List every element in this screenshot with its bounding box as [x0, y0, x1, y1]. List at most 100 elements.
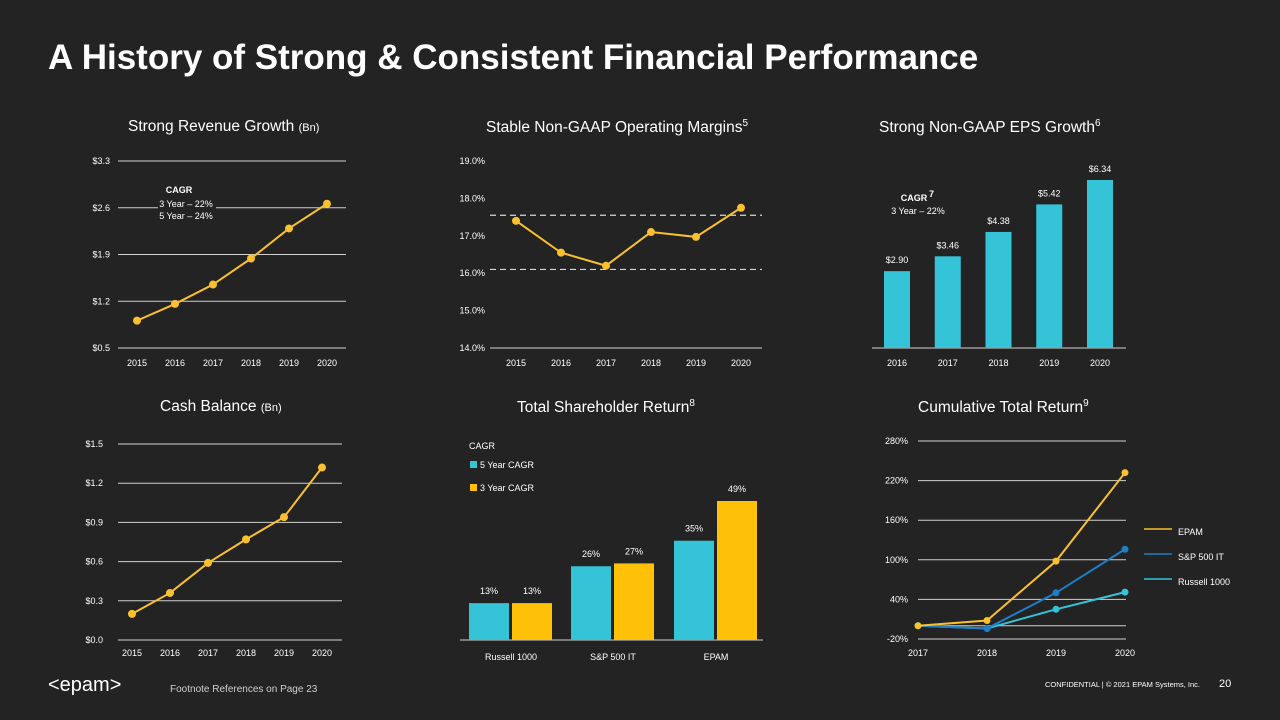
- eps-xtick-label: 2020: [1090, 358, 1110, 368]
- cash-data-point: [128, 609, 136, 618]
- margins-data-point: [647, 228, 655, 237]
- margins-ytick-label: 19.0%: [459, 156, 485, 166]
- cash-ytick-label: $0.0: [85, 635, 103, 645]
- tsr-bar-label: 26%: [582, 549, 600, 559]
- tsr-xtick-label: S&P 500 IT: [590, 652, 636, 662]
- margins-data-point: [737, 203, 745, 212]
- cash-series-line: [131, 466, 323, 615]
- revenue-title-suffix: (Bn): [298, 122, 320, 134]
- eps-bar: [884, 271, 910, 348]
- ctr-legend-label: S&P 500 IT: [1178, 552, 1224, 562]
- tsr-title: Total Shareholder Return8: [517, 398, 695, 417]
- ctr-data-point: [1121, 588, 1129, 596]
- ctr-legend-label: EPAM: [1178, 527, 1203, 537]
- eps-bar: [1036, 204, 1063, 348]
- revenue-data-point: [209, 280, 217, 289]
- page-number: 20: [1219, 678, 1232, 690]
- ctr-xtick-label: 2017: [908, 648, 928, 658]
- revenue-cagr-bg: [158, 184, 216, 226]
- cash-ytick-label: $0.6: [85, 557, 103, 567]
- tsr-bar: [717, 501, 757, 640]
- cash-xtick-label: 2020: [312, 648, 332, 658]
- tsr-bar-label: 49%: [728, 484, 746, 494]
- revenue-ytick-label: $1.2: [92, 296, 110, 306]
- cash-ytick-label: $1.5: [85, 439, 103, 449]
- cash-data-point: [280, 513, 288, 522]
- ctr-xtick-label: 2019: [1046, 648, 1066, 658]
- ctr-ytick-label: -20%: [887, 634, 908, 644]
- revenue-ytick-label: $3.3: [92, 156, 110, 166]
- tsr-bar-label: 13%: [523, 586, 541, 596]
- margins-xtick-label: 2019: [686, 358, 706, 368]
- ctr-ytick-label: 100%: [885, 555, 908, 565]
- cash-xtick-label: 2018: [236, 648, 256, 658]
- ctr-ytick-label: 280%: [885, 436, 908, 446]
- margins-xtick-label: 2016: [551, 358, 571, 368]
- revenue-cagr-line: 5 Year – 24%: [159, 211, 213, 221]
- revenue-data-point: [285, 224, 293, 233]
- margins-ytick-label: 14.0%: [459, 343, 485, 353]
- tsr-legend-label: 3 Year CAGR: [480, 483, 535, 493]
- revenue-cagr-line: 3 Year – 22%: [159, 199, 213, 209]
- ctr-title-sup: 9: [1083, 398, 1089, 409]
- margins-xtick-label: 2015: [506, 358, 526, 368]
- revenue-ytick-label: $1.9: [92, 250, 110, 260]
- tsr-bar-label: 35%: [685, 524, 703, 534]
- cash-xtick-label: 2015: [122, 648, 142, 658]
- tsr-bar-label: 13%: [480, 586, 498, 596]
- ctr-title: Cumulative Total Return9: [918, 398, 1089, 417]
- ctr-data-point: [1052, 589, 1060, 597]
- ctr-data-point: [914, 622, 922, 630]
- tsr-bar: [614, 563, 654, 640]
- revenue-data-point: [133, 316, 141, 325]
- tsr-title-text: Total Shareholder Return: [517, 399, 690, 417]
- margins-ytick-label: 15.0%: [459, 306, 485, 316]
- cash-data-point: [318, 463, 326, 472]
- ctr-data-point: [983, 624, 991, 632]
- eps-cagr-heading: CAGR: [901, 193, 928, 203]
- cash-data-point: [242, 535, 250, 544]
- eps-xtick-label: 2017: [938, 358, 958, 368]
- cash-ytick-label: $1.2: [85, 478, 103, 488]
- margins-data-point: [557, 248, 565, 257]
- tsr-legend-title: CAGR: [469, 441, 496, 451]
- cash-xtick-label: 2019: [274, 648, 294, 658]
- tsr-bar: [571, 566, 611, 640]
- margins-title-text: Stable Non-GAAP Operating Margins: [486, 119, 743, 137]
- tsr-bar-label: 27%: [625, 546, 643, 556]
- revenue-data-point: [171, 299, 179, 308]
- eps-bar: [934, 256, 961, 348]
- epam-logo: <epam>: [48, 674, 122, 696]
- revenue-data-point: [247, 254, 255, 263]
- tsr-xtick-label: Russell 1000: [485, 652, 537, 662]
- margins-data-point: [512, 216, 520, 225]
- ctr-title-text: Cumulative Total Return: [918, 399, 1084, 417]
- revenue-xtick-label: 2020: [317, 358, 337, 368]
- margins-series-line: [515, 206, 742, 267]
- footnote-reference: Footnote References on Page 23: [170, 684, 318, 695]
- margins-title-sup: 5: [742, 118, 749, 129]
- margins-ytick-label: 17.0%: [459, 231, 485, 241]
- confidential-notice: CONFIDENTIAL | © 2021 EPAM Systems, Inc.: [1044, 680, 1200, 689]
- eps-bar: [1087, 180, 1113, 348]
- tsr-xtick-label: EPAM: [704, 652, 729, 662]
- eps-xtick-label: 2019: [1039, 358, 1059, 368]
- eps-bar: [985, 231, 1012, 348]
- revenue-xtick-label: 2016: [165, 358, 185, 368]
- cash-title-suffix: (Bn): [260, 402, 282, 414]
- margins-xtick-label: 2017: [596, 358, 616, 368]
- eps-bar-label: $3.46: [936, 240, 959, 250]
- ctr-ytick-label: 220%: [885, 476, 908, 486]
- revenue-xtick-label: 2017: [203, 358, 223, 368]
- revenue-cagr-heading: CAGR: [166, 185, 193, 195]
- cash-ytick-label: $0.9: [85, 517, 103, 527]
- eps-title: Strong Non-GAAP EPS Growth6: [879, 118, 1101, 137]
- tsr-legend-label: 5 Year CAGR: [480, 460, 535, 470]
- eps-bar-label: $4.38: [987, 216, 1010, 226]
- ctr-data-point: [983, 617, 991, 625]
- eps-bar-label: $2.90: [886, 255, 909, 265]
- eps-bar-label: $6.34: [1089, 164, 1112, 174]
- eps-title-sup: 6: [1094, 118, 1101, 129]
- slide-title: A History of Strong & Consistent Financi…: [48, 38, 979, 77]
